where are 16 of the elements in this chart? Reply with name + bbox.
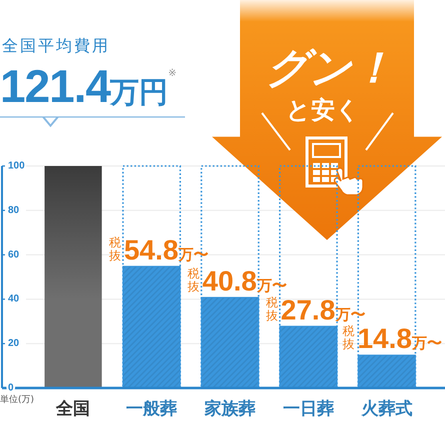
y-tick-label: 40: [8, 294, 20, 305]
x-tick-label: 全国: [55, 399, 90, 419]
x-tick-label: 火葬式: [361, 399, 412, 419]
x-tick-label: 家族葬: [204, 399, 256, 419]
bar: [44, 166, 102, 388]
text: グン！: [266, 43, 394, 92]
y-tick-label: 20: [8, 338, 20, 350]
text: と安く: [286, 96, 360, 124]
y-tick-label: 100: [8, 160, 26, 172]
x-tick-label: 一般葬: [126, 399, 178, 419]
x-tick-label: 一日葬: [282, 399, 334, 419]
chart-title: 全国平均費用: [2, 36, 110, 55]
chart-subtitle: 121.4万円$^{※}$: [0, 60, 177, 112]
y-tick-label: 60: [8, 249, 20, 260]
y-axis-title: 単位(万): [0, 394, 34, 405]
y-tick-label: 80: [8, 204, 20, 216]
